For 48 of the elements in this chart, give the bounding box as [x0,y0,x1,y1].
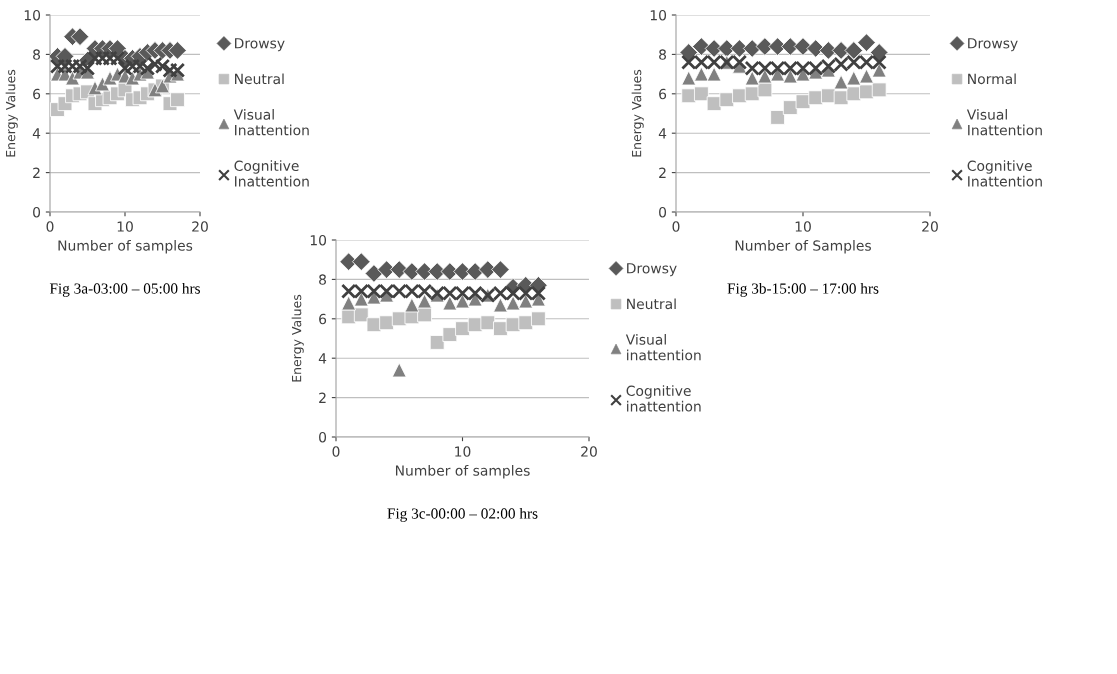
legend-label: Drowsy [235,38,285,52]
legend-label: Cognitive inattention [626,385,701,412]
legend-label: Cognitive Inattention [967,160,1042,187]
y-tick-label: 2 [659,167,666,178]
legend-label: Cognitive Inattention [234,160,309,187]
x-tick-label: 0 [332,446,340,457]
y-tick-label: 6 [319,313,327,325]
x-axis-title: Number of Samples [735,240,871,254]
x-tick-label: 0 [672,221,680,232]
caption: Fig 3b-15:00 – 17:00 hrs [727,282,879,297]
y-tick-label: 4 [32,128,41,139]
y-tick-label: 0 [319,431,327,443]
y-axis-title: Energy Values [631,69,644,157]
y-axis-title: Energy Values [5,69,18,157]
x-axis-title: Number of samples [58,240,193,254]
caption: Fig 3a-03:00 – 05:00 hrs [49,282,200,297]
y-tick-label: 8 [659,49,667,60]
x-tick-label: 10 [117,221,133,232]
legend-label: Normal [968,73,1016,85]
y-tick-label: 10 [310,234,327,246]
y-tick-label: 4 [318,353,327,364]
legend-label: Drowsy [627,263,677,277]
legend-label: Neutral [627,298,676,310]
y-axis-title: Energy Values [291,294,304,382]
y-tick-label: 6 [33,88,41,100]
legend-label: Visual Inattention [966,109,1042,136]
y-tick-label: 0 [659,206,667,218]
y-tick-label: 2 [33,167,40,178]
y-tick-label: 10 [650,9,667,21]
x-tick-label: 10 [455,446,471,457]
legend-label: Drowsy [968,38,1018,52]
y-tick-label: 8 [319,274,327,285]
x-tick-label: 20 [922,221,938,232]
y-tick-label: 4 [658,128,667,139]
legend-label: Neutral [235,73,284,85]
y-tick-label: 0 [33,206,41,218]
caption: Fig 3c-00:00 – 02:00 hrs [387,507,538,522]
x-tick-label: 20 [192,221,208,232]
y-tick-label: 6 [659,88,667,100]
x-tick-label: 10 [795,221,811,232]
x-tick-label: 20 [581,446,597,457]
y-tick-label: 10 [24,9,41,21]
x-axis-title: Number of samples [395,465,530,479]
legend-label: Visual inattention [625,334,701,361]
legend-label: Visual Inattention [233,109,309,136]
x-tick-label: 0 [46,221,54,232]
y-tick-label: 8 [33,49,41,60]
y-tick-label: 2 [319,392,326,403]
